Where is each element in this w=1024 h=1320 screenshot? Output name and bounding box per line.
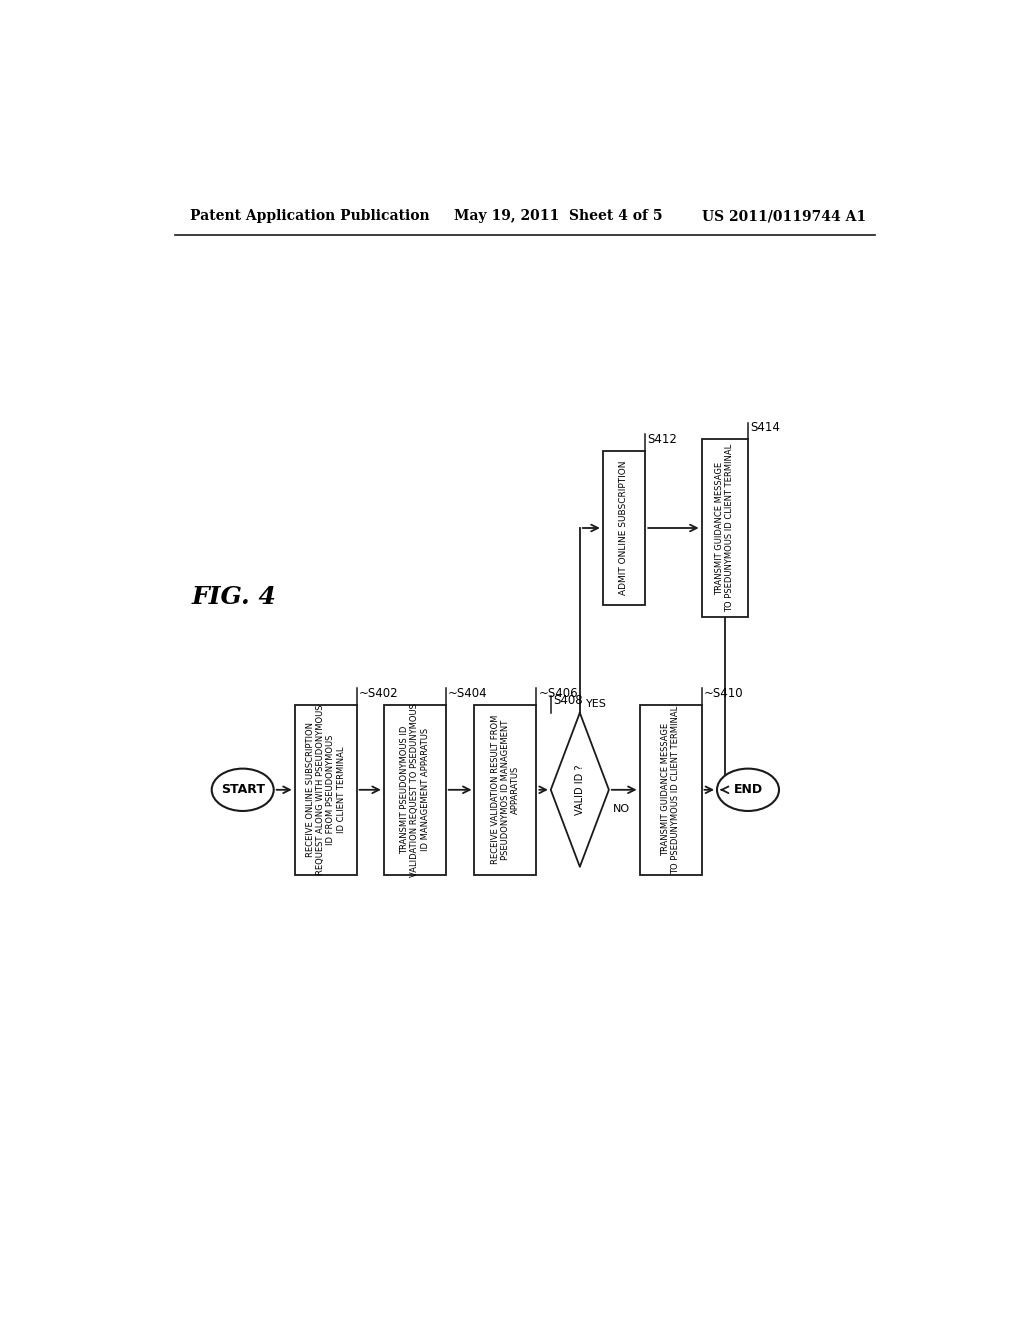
Text: ADMIT ONLINE SUBSCRIPTION: ADMIT ONLINE SUBSCRIPTION — [620, 461, 629, 595]
Text: RECEIVE ONLINE SUBSCRIPTION
REQUEST ALONG WITH PSEUDONYMOUS
ID FROM PSEUDONYMOUS: RECEIVE ONLINE SUBSCRIPTION REQUEST ALON… — [305, 705, 346, 875]
Bar — [384, 705, 445, 874]
Text: NO: NO — [612, 804, 630, 813]
Text: May 19, 2011  Sheet 4 of 5: May 19, 2011 Sheet 4 of 5 — [454, 209, 662, 223]
Text: TRANSMIT GUIDANCE MESSAGE
TO PSEDUNYMOUS ID CLIENT TERMINAL: TRANSMIT GUIDANCE MESSAGE TO PSEDUNYMOUS… — [715, 444, 734, 612]
Text: START: START — [221, 783, 264, 796]
Text: S414: S414 — [751, 421, 780, 434]
Text: FIG. 4: FIG. 4 — [191, 585, 276, 610]
Text: Patent Application Publication: Patent Application Publication — [190, 209, 430, 223]
Bar — [701, 440, 748, 616]
Text: VALID ID ?: VALID ID ? — [574, 764, 585, 814]
Polygon shape — [551, 713, 609, 867]
Ellipse shape — [212, 768, 273, 810]
Text: RECEIVE VALIDATION RESULT FROM
PSEUDONYMOS ID MANAGEMENT
APPARATUS: RECEIVE VALIDATION RESULT FROM PSEUDONYM… — [490, 715, 520, 865]
Ellipse shape — [717, 768, 779, 810]
Text: YES: YES — [586, 700, 607, 709]
Text: ~S402: ~S402 — [359, 686, 398, 700]
Bar — [640, 705, 701, 874]
Text: TRANSMIT GUIDANCE MESSAGE
TO PSEDUNYMOUS ID CLIENT TERMINAL: TRANSMIT GUIDANCE MESSAGE TO PSEDUNYMOUS… — [660, 706, 680, 874]
Bar — [295, 705, 356, 874]
Bar — [603, 451, 645, 605]
Bar — [474, 705, 537, 874]
Text: TRANSMIT PSEUDONYMOUS ID
VALIDATION REQUEST TO PSEDUNYMOUS
ID MANAGEMENT APPARAT: TRANSMIT PSEUDONYMOUS ID VALIDATION REQU… — [399, 702, 430, 876]
Text: US 2011/0119744 A1: US 2011/0119744 A1 — [701, 209, 865, 223]
Text: ~S406: ~S406 — [539, 686, 579, 700]
Text: END: END — [733, 783, 763, 796]
Text: ~S410: ~S410 — [703, 686, 743, 700]
Text: S408: S408 — [553, 694, 583, 708]
Text: ~S404: ~S404 — [449, 686, 487, 700]
Text: S412: S412 — [647, 433, 678, 446]
